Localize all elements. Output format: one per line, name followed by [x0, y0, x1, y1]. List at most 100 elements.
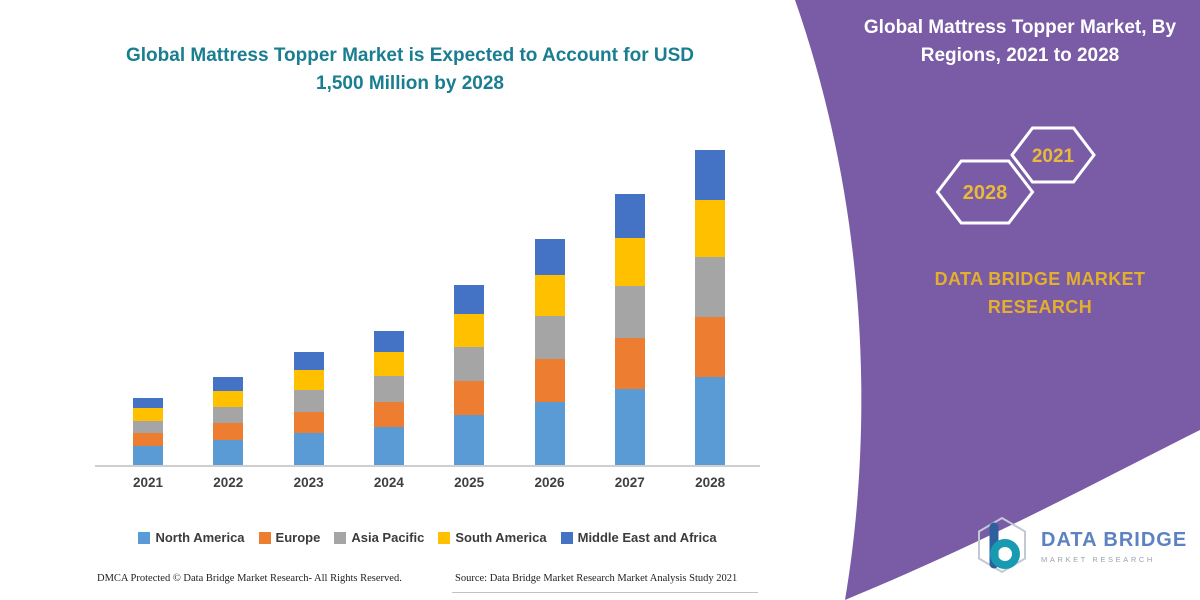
legend-swatch [138, 531, 151, 544]
bar-segment [614, 237, 645, 287]
bar-2024 [373, 330, 404, 465]
x-axis-label: 2026 [534, 475, 565, 490]
bar-2025 [454, 285, 485, 465]
x-axis-label: 2027 [614, 475, 645, 490]
x-axis-label: 2025 [454, 475, 485, 490]
bar-segment [454, 285, 485, 315]
chart-title-line2: 1,500 Million by 2028 [316, 73, 504, 94]
brand-line2: RESEARCH [987, 297, 1093, 317]
panel-title-line1: Global Mattress Topper Market, By [863, 17, 1177, 38]
bar-2022 [213, 376, 244, 465]
brand-line1: DATA BRIDGE MARKET [934, 269, 1146, 289]
bar-segment [454, 380, 485, 415]
bar-segment [293, 351, 324, 370]
legend-item: Asia Pacific [334, 530, 424, 545]
bar-segment [373, 376, 404, 402]
bar-2027 [614, 194, 645, 465]
footer-divider-line [452, 592, 758, 593]
brand-wordmark: DATA BRIDGE MARKET RESEARCH [890, 265, 1190, 321]
legend-item: Europe [258, 530, 321, 545]
bar-segment [534, 358, 565, 402]
bar-2021 [133, 397, 163, 465]
bar-segment [293, 411, 324, 434]
chart-title: Global Mattress Topper Market is Expecte… [80, 42, 740, 98]
hexagon-2021-label: 2021 [1032, 146, 1075, 167]
logo-hexagon-outline [978, 516, 1026, 574]
bar-segment [614, 337, 645, 390]
footer-source-text: Source: Data Bridge Market Research Mark… [455, 573, 738, 584]
legend-item: Middle East and Africa [560, 530, 717, 545]
bar-segment [133, 446, 163, 465]
legend-swatch [258, 531, 271, 544]
hexagon-2028-icon [935, 159, 1035, 225]
bar-2026 [534, 239, 565, 465]
bar-segment [373, 352, 404, 377]
bar-segment [293, 390, 324, 412]
bar-segment [213, 390, 244, 407]
data-bridge-logo-icon [978, 516, 1026, 574]
logo-subtitle: MARKET RESEARCH [1041, 554, 1155, 564]
x-axis-label: 2028 [695, 475, 726, 490]
logo-b-bowl [990, 539, 1020, 569]
bar-segment [534, 275, 565, 317]
logo-text: DATA BRIDGE MARKET RESEARCH [1041, 529, 1187, 564]
hexagon-2028-label: 2028 [963, 182, 1008, 204]
legend-swatch [438, 531, 451, 544]
bar-segment [293, 369, 324, 391]
bar-segment [213, 376, 244, 391]
year-hexagons: 2028 2021 [935, 126, 1096, 225]
bar-segment [213, 406, 244, 424]
bar-segment [614, 286, 645, 338]
panel-title-line2: Regions, 2021 to 2028 [920, 45, 1120, 66]
bar-segment [373, 401, 404, 428]
legend-swatch [334, 531, 347, 544]
bar-segment [614, 194, 645, 238]
bar-segment [373, 330, 404, 353]
bar-segment [695, 257, 726, 317]
bar-segment [695, 150, 726, 201]
bar-2028 [695, 150, 726, 465]
data-bridge-logo: DATA BRIDGE MARKET RESEARCH [975, 514, 1187, 578]
bar-segment [133, 408, 163, 421]
bar-segment [133, 420, 163, 434]
panel-title: Global Mattress Topper Market, By Region… [850, 14, 1190, 70]
footer-dmca-text: DMCA Protected © Data Bridge Market Rese… [97, 573, 402, 584]
chart-area: 2021 2022 2023 2024 2025 2026 2027 2028 [95, 128, 760, 491]
bar-segment [373, 427, 404, 465]
bar-2023 [293, 351, 324, 465]
x-axis-label: 2024 [373, 475, 404, 490]
bar-segment [454, 346, 485, 381]
x-axis-label: 2022 [213, 475, 244, 490]
x-axis-label: 2021 [132, 475, 164, 490]
bar-segment [213, 423, 244, 441]
bar-segment [695, 316, 726, 377]
legend-swatch [560, 531, 573, 544]
bar-segment [133, 433, 163, 447]
bar-segment [534, 316, 565, 359]
bar-segment [454, 314, 485, 347]
bar-segment [534, 239, 565, 276]
bar-segment [695, 376, 726, 465]
legend-label: Europe [275, 530, 321, 545]
bar-segment [614, 389, 645, 465]
bar-segment [133, 397, 163, 409]
x-axis-label: 2023 [293, 475, 324, 490]
legend-label: Middle East and Africa [577, 530, 717, 545]
bar-segment [695, 200, 726, 258]
legend-label: Asia Pacific [351, 530, 425, 545]
legend-item: North America [138, 530, 245, 545]
legend-item: South America [438, 530, 547, 545]
legend-label: North America [155, 530, 245, 545]
legend-label: South America [455, 530, 547, 545]
chart-title-line1: Global Mattress Topper Market is Expecte… [126, 45, 694, 66]
bar-segment [293, 433, 324, 465]
bar-segment [454, 414, 485, 465]
chart-xlabels: 2021 2022 2023 2024 2025 2026 2027 2028 [95, 467, 760, 491]
chart-plot [95, 128, 760, 467]
bar-segment [213, 440, 244, 465]
chart-legend: North America Europe Asia Pacific South Ame… [95, 530, 760, 545]
hexagon-2021-icon [1010, 126, 1096, 184]
logo-name: DATA BRIDGE [1041, 528, 1188, 551]
bar-segment [534, 401, 565, 465]
